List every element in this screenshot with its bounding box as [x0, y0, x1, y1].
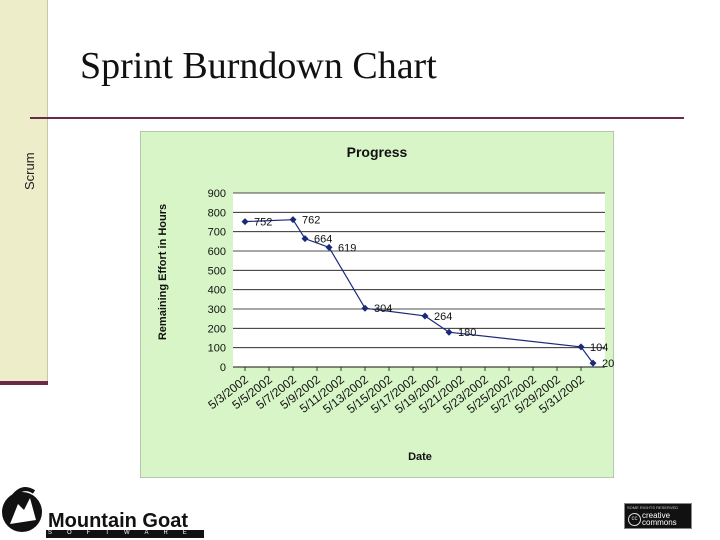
logo-subtitle: SOFTWARE	[48, 530, 202, 536]
y-tick-label: 0	[220, 362, 226, 374]
y-tick-label: 200	[208, 323, 226, 335]
logo-name: Mountain Goat	[48, 510, 188, 532]
data-label: 619	[338, 242, 356, 254]
gridlines	[233, 192, 605, 368]
y-tick-label: 500	[208, 265, 226, 277]
data-point-marker	[241, 218, 249, 226]
series-line: 752 762 664 619 304 264 180 104 20	[241, 215, 614, 370]
data-point-marker	[589, 359, 597, 367]
creative-commons-badge[interactable]: SOME RIGHTS RESERVED cc creative commons	[624, 503, 692, 529]
cc-rights-text: SOME RIGHTS RESERVED	[627, 505, 679, 510]
chart-title: Progress	[347, 144, 408, 160]
y-tick-label: 600	[208, 246, 226, 258]
data-point-marker	[577, 343, 585, 351]
cc-icon: cc	[628, 513, 641, 526]
data-point-marker	[289, 216, 297, 224]
data-point-marker	[421, 312, 429, 320]
y-axis-ticks: 0 100 200 300 400 500 600 700 800 900	[208, 188, 226, 374]
burndown-chart: Progress 0 100 200 300 400 500 600 700 800 900 5/…	[139, 130, 615, 479]
slide-title: Sprint Burndown Chart	[80, 45, 437, 87]
y-tick-label: 300	[208, 304, 226, 316]
data-label: 104	[590, 342, 608, 354]
data-label: 752	[254, 217, 272, 229]
data-label: 180	[458, 327, 476, 339]
data-label: 664	[314, 234, 332, 246]
cc-line1: creative	[642, 511, 671, 520]
data-label: 20	[602, 358, 614, 370]
data-point-marker	[301, 235, 309, 243]
sidebar-label: Scrum	[22, 152, 37, 190]
y-tick-label: 700	[208, 227, 226, 239]
x-axis-label: Date	[408, 451, 432, 463]
sidebar-panel	[0, 0, 48, 385]
plot-area	[233, 193, 605, 367]
data-label: 762	[302, 215, 320, 227]
y-axis-label: Remaining Effort in Hours	[157, 204, 169, 340]
data-point-marker	[361, 304, 369, 312]
y-tick-label: 400	[208, 285, 226, 297]
data-point-marker	[325, 243, 333, 251]
cc-line2: commons	[642, 518, 677, 527]
sidebar-accent-bar	[0, 381, 48, 385]
y-tick-label: 800	[208, 207, 226, 219]
y-tick-label: 100	[208, 343, 226, 355]
x-axis-ticks: 5/3/20025/5/20025/7/20025/9/20025/11/200…	[205, 367, 587, 416]
cc-label: creative commons	[642, 511, 677, 527]
mountain-goat-logo-icon	[2, 487, 204, 538]
title-divider	[30, 117, 684, 119]
chart-svg: Progress 0 100 200 300 400 500 600 700 800 900 5/…	[139, 130, 615, 479]
data-point-marker	[445, 328, 453, 336]
data-label: 264	[434, 311, 452, 323]
y-tick-label: 900	[208, 188, 226, 200]
data-label: 304	[374, 303, 392, 315]
